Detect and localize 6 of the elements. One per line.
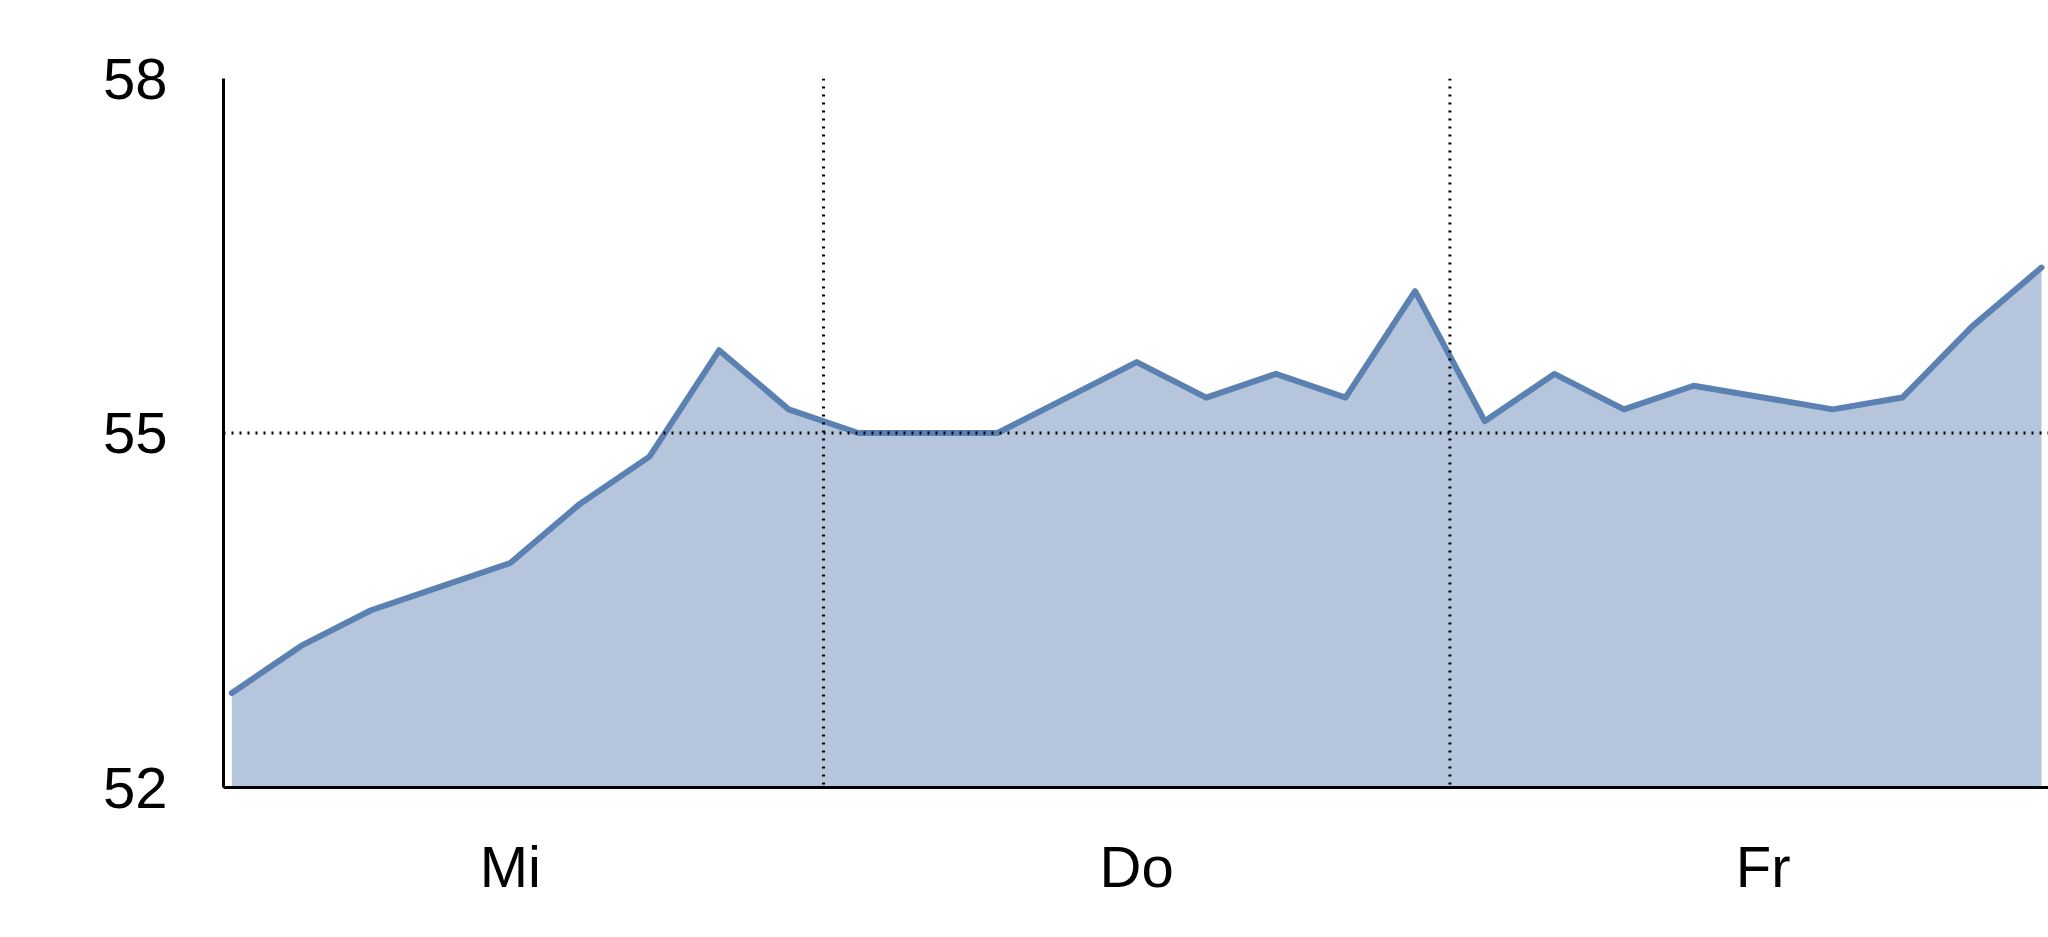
y-tick-label: 58 [102,45,168,111]
y-tick-label: 52 [102,754,168,820]
x-tick-label: Fr [1735,833,1791,899]
x-tick-label: Do [1099,833,1174,899]
y-tick-label: 55 [102,400,168,465]
x-tick-label: Mi [479,833,541,899]
